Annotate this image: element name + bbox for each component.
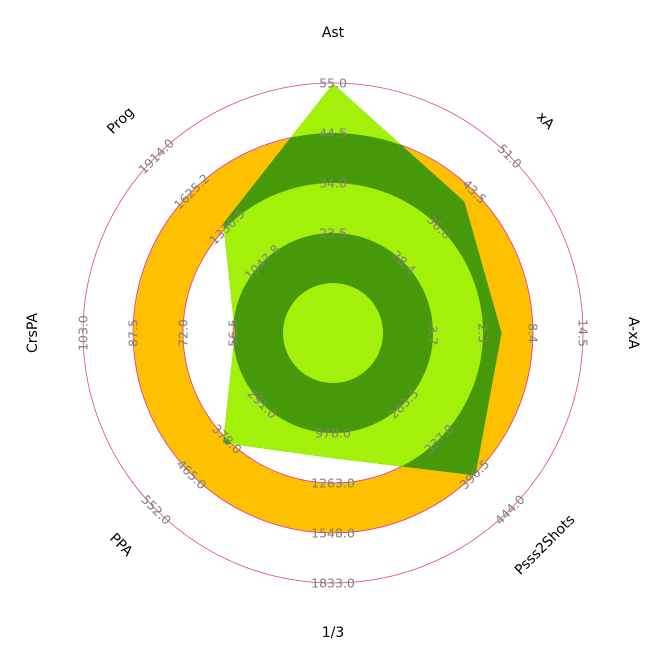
axis-label-xa: xA <box>533 109 557 133</box>
axis-label-1-3: 1/3 <box>322 625 345 641</box>
tick-label-crspa-1: 87.5 <box>126 319 141 347</box>
tick-label-a-xa-1: 8.4 <box>526 323 541 343</box>
axis-label-crspa: CrsPA <box>25 313 41 353</box>
tick-label-ast-3: 23.5 <box>319 226 347 241</box>
axis-label-a-xa: A-xA <box>625 317 641 350</box>
axis-label-prog: Prog <box>104 104 137 137</box>
tick-label-crspa-0: 103.0 <box>76 315 91 351</box>
tick-label-1-3-0: 1833.0 <box>311 576 355 591</box>
tick-label-1-3-2: 1263.0 <box>311 476 355 491</box>
tick-label-a-xa-0: 14.5 <box>576 319 591 347</box>
tick-label-a-xa-3: -3.7 <box>426 321 441 345</box>
tick-label-ast-0: 55.0 <box>319 76 347 91</box>
tick-label-1-3-3: 978.0 <box>315 426 351 441</box>
axis-label-psss2shots: Psss2Shots <box>512 512 579 579</box>
axis-label-ast: Ast <box>322 25 345 41</box>
tick-label-1-3-1: 1548.0 <box>311 526 355 541</box>
tick-label-a-xa-2: 2.3 <box>476 323 491 343</box>
axis-label-ppa: PPA <box>106 530 136 560</box>
tick-label-crspa-3: 56.5 <box>226 319 241 347</box>
tick-label-crspa-2: 72.0 <box>176 319 191 347</box>
tick-label-ast-2: 34.0 <box>319 176 347 191</box>
polygon-ring-0 <box>283 283 383 383</box>
ring-4 <box>82 82 584 584</box>
tick-label-ast-1: 44.5 <box>319 126 347 141</box>
